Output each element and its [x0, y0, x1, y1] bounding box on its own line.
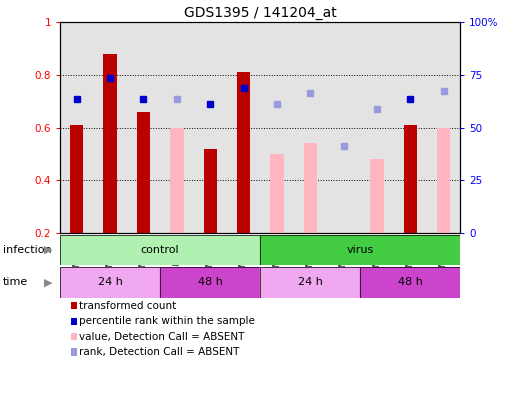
Bar	[327, 22, 360, 233]
Bar	[260, 267, 360, 298]
Bar	[137, 112, 150, 233]
Text: ▶: ▶	[44, 277, 52, 288]
Bar	[260, 267, 360, 298]
Bar	[160, 22, 194, 233]
Bar	[60, 235, 260, 265]
Text: percentile rank within the sample: percentile rank within the sample	[78, 316, 255, 326]
Text: time: time	[3, 277, 28, 288]
Bar	[203, 149, 217, 233]
Bar	[437, 128, 450, 233]
Bar	[360, 267, 460, 298]
Bar	[427, 22, 460, 233]
Text: rank, Detection Call = ABSENT: rank, Detection Call = ABSENT	[78, 347, 239, 357]
Text: virus: virus	[347, 245, 374, 255]
Bar	[227, 22, 260, 233]
Bar	[270, 154, 283, 233]
Text: ▶: ▶	[44, 245, 52, 255]
Text: control: control	[141, 245, 179, 255]
Bar	[170, 128, 184, 233]
Bar	[293, 22, 327, 233]
Bar	[237, 72, 250, 233]
Text: value, Detection Call = ABSENT: value, Detection Call = ABSENT	[78, 332, 244, 341]
Bar	[360, 22, 393, 233]
Text: 24 h: 24 h	[298, 277, 323, 288]
Text: infection: infection	[3, 245, 51, 255]
Text: GDS1395 / 141204_at: GDS1395 / 141204_at	[184, 6, 337, 20]
Bar	[394, 22, 427, 233]
Bar	[60, 267, 160, 298]
Text: transformed count: transformed count	[78, 301, 176, 311]
Text: 24 h: 24 h	[98, 277, 122, 288]
Bar	[70, 125, 84, 233]
Bar	[260, 235, 460, 265]
Bar	[194, 22, 227, 233]
Bar	[303, 143, 317, 233]
Bar	[104, 54, 117, 233]
Bar	[260, 235, 460, 265]
Text: 48 h: 48 h	[198, 277, 223, 288]
Bar	[404, 125, 417, 233]
Bar	[260, 22, 293, 233]
Bar	[60, 235, 260, 265]
Bar	[94, 22, 127, 233]
Bar	[370, 159, 383, 233]
Bar	[60, 22, 94, 233]
Bar	[127, 22, 160, 233]
Text: 48 h: 48 h	[398, 277, 423, 288]
Bar	[360, 267, 460, 298]
Bar	[60, 267, 160, 298]
Bar	[160, 267, 260, 298]
Bar	[160, 267, 260, 298]
Bar	[337, 233, 350, 254]
